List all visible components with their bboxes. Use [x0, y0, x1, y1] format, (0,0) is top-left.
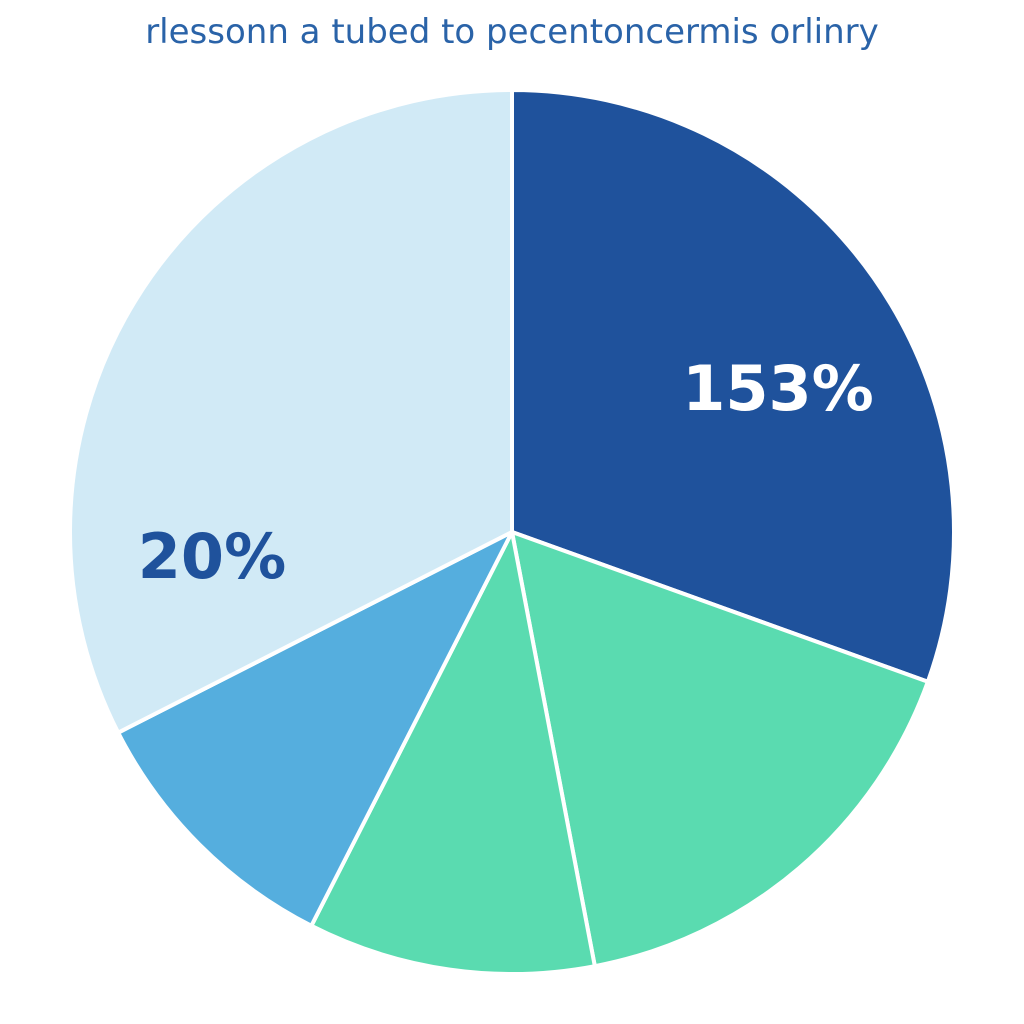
- pie-slice-5: [68, 88, 514, 735]
- pie-slice-4: [116, 530, 514, 928]
- pie-slice-3: [309, 530, 597, 976]
- pie-slices: [68, 88, 956, 976]
- chart-title: rlessonn a tubed to pecentoncermis orlin…: [145, 12, 879, 52]
- pie-slice-label-5: 20%: [138, 520, 286, 593]
- pie-slice-2: [510, 530, 930, 969]
- pie-slice-label-1: 153%: [682, 352, 874, 425]
- pie-labels: 153% 20%: [138, 352, 874, 593]
- pie-slice-1: [510, 88, 956, 684]
